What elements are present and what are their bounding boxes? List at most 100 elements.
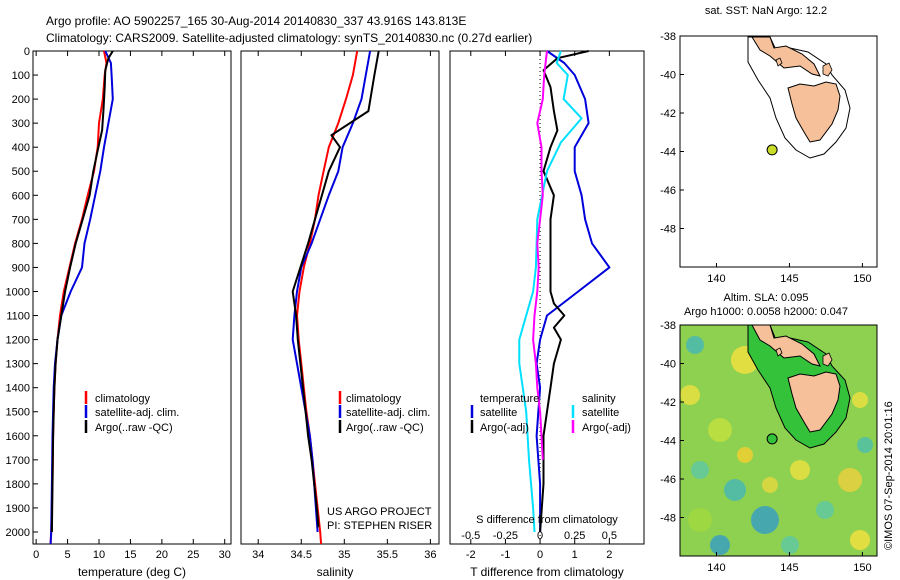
depth-tick-label: 1800: [6, 479, 30, 491]
depth-tick-label: 1500: [6, 407, 30, 419]
s-tick-label: 0.5: [602, 530, 617, 542]
lon-tick-label: 150: [853, 273, 871, 285]
legend-t-argo: Argo(-adj): [480, 422, 529, 434]
lat-tick-label: -48: [660, 224, 676, 236]
lon-tick-label: 140: [707, 562, 725, 574]
x-tick-label: 1: [572, 549, 578, 561]
lon-tick-label: 140: [707, 273, 725, 285]
legend-salinity-title: salinity: [582, 393, 616, 405]
lat-tick-label: -42: [660, 397, 676, 409]
sst-shelf-outline: [747, 36, 851, 159]
depth-tick-label: 1900: [6, 503, 30, 515]
s-difference-label: S difference from climatology: [476, 514, 618, 526]
sst-map: sat. SST: NaN Argo: 12.2 140 145 150 -38 -40…: [660, 5, 878, 285]
x-tick-label: 5: [65, 549, 71, 561]
sla-anomaly: [838, 468, 862, 492]
depth-tick-label: 1200: [6, 335, 30, 347]
lat-tick-label: -46: [660, 474, 676, 486]
depth-tick-label: 1400: [6, 383, 30, 395]
sla-map-title-line2: Argo h1000: 0.0058 h2000: 0.047: [684, 306, 848, 318]
salinity-lines: [291, 50, 380, 545]
lat-tick-label: -40: [660, 70, 676, 82]
temperature-xlabel: temperature (deg C): [78, 565, 186, 579]
depth-tick-label: 2000: [6, 527, 30, 539]
x-tick-label: 35: [338, 549, 350, 561]
series-line-salinity-satellite: [518, 50, 583, 533]
depth-tick-label: 1700: [6, 455, 30, 467]
sla-anomaly: [710, 535, 730, 555]
salinity-panel: 34 34.5 35 35.5 36 salinity climatology sate…: [240, 50, 440, 579]
legend-climatology: climatology: [346, 393, 402, 405]
sla-anomaly: [816, 501, 834, 519]
sla-anomaly: [737, 447, 753, 463]
lat-tick-label: -38: [660, 320, 676, 332]
depth-tick-label: 800: [12, 238, 30, 250]
depth-tick-label: 0: [24, 46, 30, 58]
lat-tick-label: -46: [660, 185, 676, 197]
legend-temperature-title: temperature: [480, 393, 539, 405]
depth-tick-label: 500: [12, 166, 30, 178]
sla-anomaly: [781, 536, 799, 554]
header-line1: Argo profile: AO 5902257_165 30-Aug-2014…: [46, 14, 466, 28]
sla-anomaly: [688, 508, 712, 532]
temperature-lines: [49, 50, 114, 545]
sla-anomaly: [724, 479, 746, 501]
legend-satellite: satellite-adj. clim.: [95, 407, 179, 419]
sla-anomaly: [708, 418, 732, 442]
temperature-legend: climatology satellite-adj. clim. Argo(..…: [84, 391, 179, 434]
legend-argo: Argo(..raw -QC): [346, 422, 424, 434]
sst-map-title: sat. SST: NaN Argo: 12.2: [705, 5, 827, 17]
x-tick-label: -1: [501, 549, 511, 561]
s-tick-label: -0.25: [493, 530, 518, 542]
series-line-temperature-satellite: [535, 50, 611, 532]
sla-map: Altim. SLA: 0.095 Argo h1000: 0.0058 h20…: [660, 292, 878, 574]
x-tick-label: 30: [219, 549, 231, 561]
lat-tick-label: -42: [660, 108, 676, 120]
sla-field: [680, 325, 877, 556]
sla-map-axes: 140 145 150 -38 -40 -42 -44 -46 -48: [660, 320, 871, 574]
x-tick-label: 36: [424, 549, 436, 561]
salinity-legend: climatology satellite-adj. clim. Argo(..…: [338, 391, 430, 434]
king-island: [775, 57, 783, 67]
legend-s-argo: Argo(-adj): [582, 422, 631, 434]
sla-anomaly: [852, 392, 868, 408]
argo-float-marker: [766, 144, 778, 156]
series-line-salinity-argo-adj-: [532, 50, 548, 460]
x-tick-label: 35.5: [377, 549, 398, 561]
x-tick-label: 25: [187, 549, 199, 561]
t-difference-axis: -2 -1 0 1 2: [466, 51, 612, 561]
difference-legend: temperature salinity satellite Argo(-adj…: [470, 393, 631, 434]
lat-tick-label: -40: [660, 359, 676, 371]
difference-lines: [518, 50, 611, 544]
depth-axis: 0 100 200 300 400 500 600 700 800 900 1000 1100 1200…: [6, 46, 38, 539]
sla-king-island: [775, 347, 783, 357]
sla-anomalies: [680, 336, 873, 555]
depth-tick-label: 1600: [6, 431, 30, 443]
lat-tick-label: -44: [660, 436, 676, 448]
difference-frame: [449, 50, 645, 545]
sla-anomaly: [680, 385, 700, 405]
series-line-satellite-adj-clim-: [291, 50, 372, 533]
depth-tick-label: 200: [12, 94, 30, 106]
legend-s-satellite: satellite: [582, 407, 619, 419]
lat-tick-label: -38: [660, 31, 676, 43]
sst-coastline: [747, 36, 851, 159]
s-difference-axis: -0.5-0.2500.250.5: [461, 530, 617, 542]
x-tick-label: 20: [156, 549, 168, 561]
credit-pi: PI: STEPHEN RISER: [327, 520, 432, 532]
legend-t-satellite: satellite: [480, 407, 517, 419]
credit-timestamp: ©IMOS 07-Sep-2014 20:01:16: [883, 401, 895, 550]
flinders-island: [822, 62, 833, 77]
temperature-axis: 0 5 10 15 20 25 30: [33, 51, 231, 561]
sla-map-title-line1: Altim. SLA: 0.095: [724, 292, 809, 304]
series-line-argo-raw-qc-: [50, 50, 114, 533]
x-tick-label: -2: [466, 549, 476, 561]
sst-map-axes: 140 145 150 -38 -40 -42 -44 -46 -48: [660, 31, 871, 285]
x-tick-label: 15: [124, 549, 136, 561]
tasmania-land: [787, 81, 841, 143]
depth-tick-label: 100: [12, 70, 30, 82]
x-tick-label: 34: [252, 549, 264, 561]
depth-tick-label: 1300: [6, 359, 30, 371]
credit-project: US ARGO PROJECT: [327, 506, 432, 518]
lat-tick-label: -48: [660, 513, 676, 525]
